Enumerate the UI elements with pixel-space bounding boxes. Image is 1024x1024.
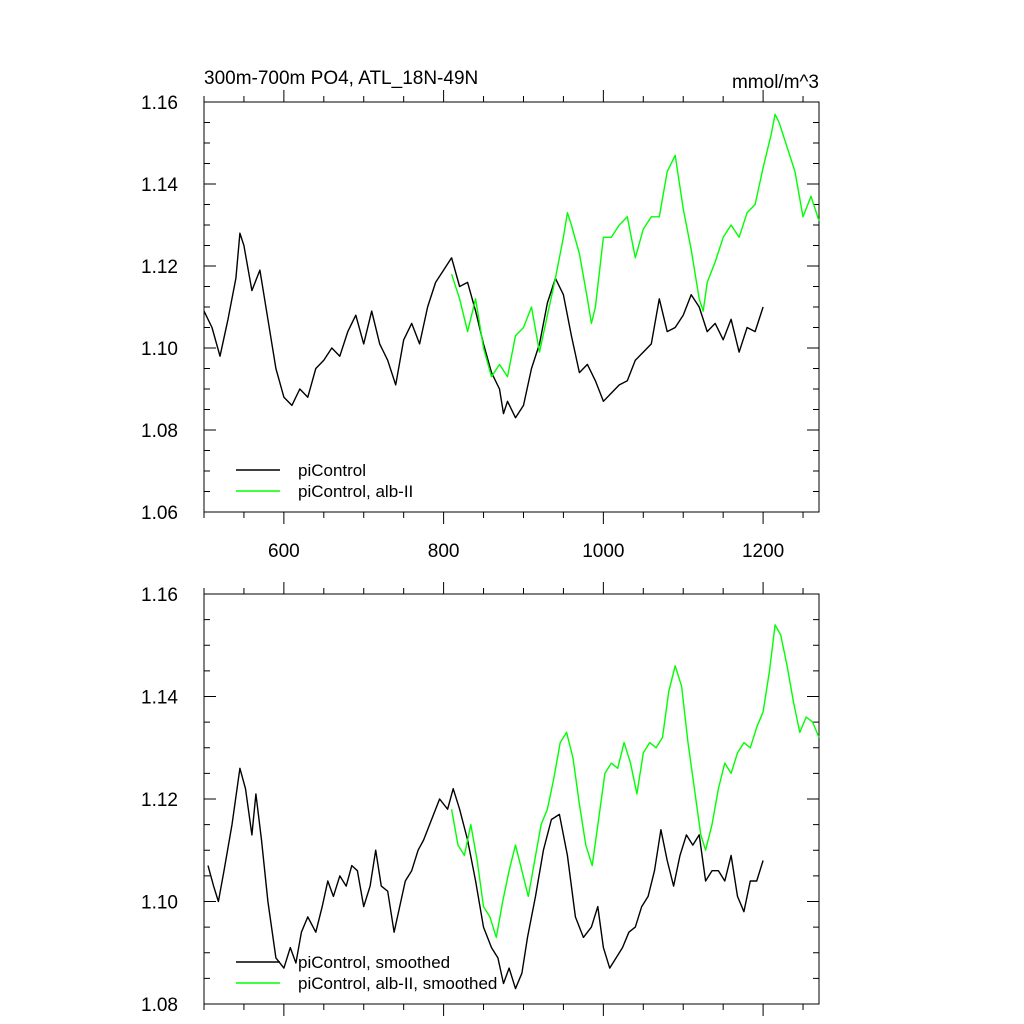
y-tick-label: 1.14: [141, 688, 178, 709]
y-tick-label: 1.16: [141, 585, 178, 606]
legend: piControl piControl, alb-II: [236, 461, 413, 501]
y-tick-label: 1.16: [141, 93, 178, 114]
legend-label: piControl, smoothed: [298, 953, 450, 972]
series-group: [203, 113, 820, 419]
series-line-picontrol-alb-ii: [450, 113, 820, 378]
plot-frame: [203, 593, 820, 1005]
y-tick-label: 1.08: [141, 421, 178, 442]
y-tick-label: 1.12: [141, 790, 178, 811]
x-axis: 600 800 1000 1200: [203, 90, 804, 562]
legend: piControl, smoothed piControl, alb-II, sm…: [236, 953, 497, 993]
x-axis: [203, 582, 804, 1016]
y-axis: 1.06 1.08 1.10 1.12 1.14 1.16: [141, 93, 819, 524]
y-tick-label: 1.08: [141, 995, 178, 1016]
legend-label: piControl, alb-II, smoothed: [298, 974, 497, 993]
units-label: mmol/m^3: [732, 72, 819, 93]
y-tick-label: 1.14: [141, 175, 178, 196]
y-tick-label: 1.06: [141, 503, 178, 524]
series-line-picontrol: [203, 232, 764, 419]
series-group: [207, 624, 820, 990]
x-tick-label: 800: [428, 541, 460, 562]
y-tick-label: 1.12: [141, 257, 178, 278]
y-axis: 1.08 1.10 1.12 1.14 1.16: [141, 585, 819, 1016]
x-tick-label: 600: [268, 541, 300, 562]
y-tick-label: 1.10: [141, 893, 178, 914]
series-line-picontrol-alb-ii-smoothed: [450, 624, 820, 939]
x-tick-label: 1200: [742, 541, 784, 562]
y-tick-label: 1.10: [141, 339, 178, 360]
legend-label: piControl: [298, 461, 366, 480]
chart-title: 300m-700m PO4, ATL_18N-49N: [204, 68, 478, 89]
series-line-picontrol-smoothed: [207, 767, 764, 990]
legend-label: piControl, alb-II: [298, 482, 413, 501]
plot-frame: [203, 101, 820, 513]
x-tick-label: 1000: [582, 541, 624, 562]
top-chart-panel: 1.06 1.08 1.10 1.12 1.14 1.16 600 800 1000 1200 30…: [141, 68, 820, 562]
